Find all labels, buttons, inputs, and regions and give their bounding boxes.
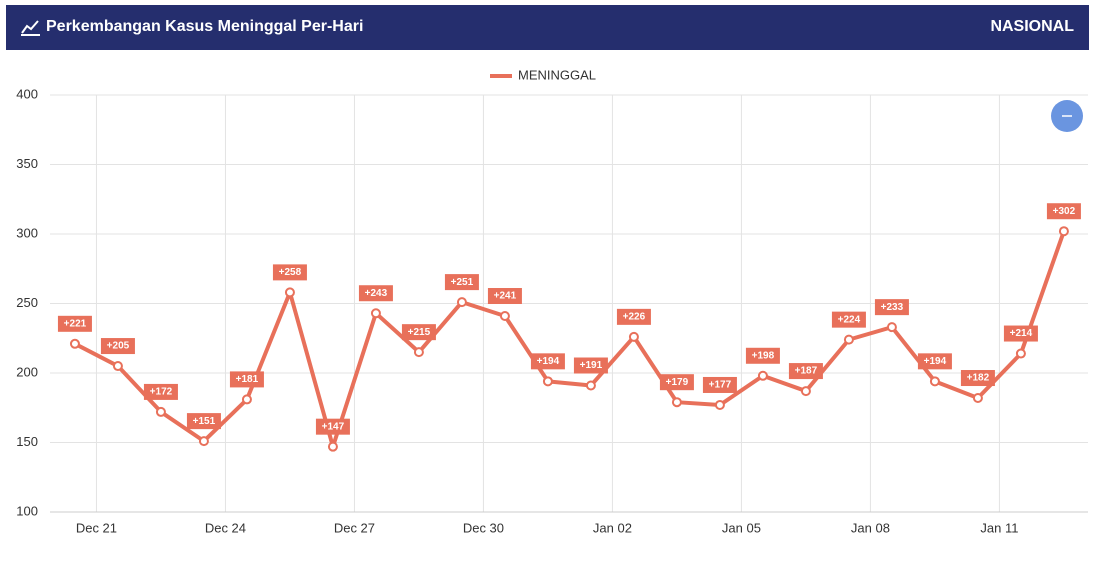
point [284,287,295,298]
point [499,311,510,322]
x-tick-label: Dec 27 [334,520,375,535]
point [757,370,768,381]
x-tick-label: Dec 24 [205,520,246,535]
x-tick-label: Jan 11 [980,520,1018,535]
point [112,361,123,372]
value-label: +179 [666,377,689,388]
value-label-bg [1003,325,1038,342]
point [585,380,596,391]
value-label-bg [659,374,694,391]
value-label-bg [530,353,565,370]
value-label: +221 [64,318,87,329]
value-label: +241 [494,291,517,302]
value-label-bg [874,299,909,316]
header: Perkembangan Kasus Meninggal Per-Hari NA… [6,5,1089,50]
value-label: +151 [193,416,216,427]
x-tick-label: Jan 02 [593,520,632,535]
value-label-bg [487,288,522,305]
value-label-bg [616,308,651,325]
value-label: +177 [709,380,732,391]
value-label-bg [272,264,307,281]
value-label: +191 [580,360,603,371]
value-label-bg [229,371,264,388]
value-label-bg [960,370,995,387]
value-label-bg [1046,203,1081,220]
point [843,334,854,345]
value-label-bg [702,376,737,393]
value-label: +182 [967,373,990,384]
x-tick-label: Dec 21 [76,520,117,535]
point [886,322,897,333]
value-label: +214 [1010,328,1033,339]
x-tick-label: Jan 08 [851,520,890,535]
value-label-bg [788,363,823,380]
y-tick-label: 200 [16,364,38,379]
value-label: +147 [322,421,345,432]
value-label-bg [315,418,350,435]
chart-icon [21,20,40,36]
value-label: +205 [107,341,130,352]
value-label-bg [143,383,178,400]
y-tick-label: 400 [16,86,38,101]
line [74,230,1066,449]
point [456,297,467,308]
value-label: +224 [838,314,861,325]
point [198,436,209,447]
y-tick-label: 350 [16,156,38,171]
point [714,399,725,410]
value-label: +226 [623,312,646,323]
value-label: +181 [236,374,259,385]
value-label-bg [358,285,393,302]
point [800,386,811,397]
value-label: +233 [881,302,904,313]
title: Perkembangan Kasus Meninggal Per-Hari [46,18,364,35]
value-label: +243 [365,288,388,299]
value-label-bg [745,347,780,364]
point [542,376,553,387]
point [1015,348,1026,359]
value-label-bg [831,311,866,328]
value-label: +194 [537,356,560,367]
value-label-bg [917,353,952,370]
legend-label: MENINGGAL [518,67,596,82]
value-label: +251 [451,277,474,288]
region: NASIONAL [990,18,1074,35]
x-tick-label: Dec 30 [463,520,504,535]
point [972,393,983,404]
point [413,347,424,358]
value-label-bg [444,274,479,291]
value-label-bg [401,324,436,341]
point [370,308,381,319]
y-tick-label: 250 [16,295,38,310]
point [671,397,682,408]
point [1058,226,1069,237]
value-label: +172 [150,387,173,398]
point [155,406,166,417]
point [628,331,639,342]
y-tick-label: 150 [16,434,38,449]
value-label-bg [186,413,221,430]
point [327,441,338,452]
point [69,338,80,349]
value-label-bg [57,315,92,332]
value-label: +258 [279,267,302,278]
x-tick-label: Jan 05 [722,520,761,535]
value-label-bg [573,357,608,374]
value-label: +187 [795,366,818,377]
y-tick-label: 300 [16,225,38,240]
value-label: +194 [924,356,947,367]
point [241,394,252,405]
y-tick-label: 100 [16,503,38,518]
value-label: +198 [752,350,775,361]
point [929,376,940,387]
value-label: +302 [1053,206,1076,217]
value-label-bg [100,338,135,355]
value-label: +215 [408,327,431,338]
